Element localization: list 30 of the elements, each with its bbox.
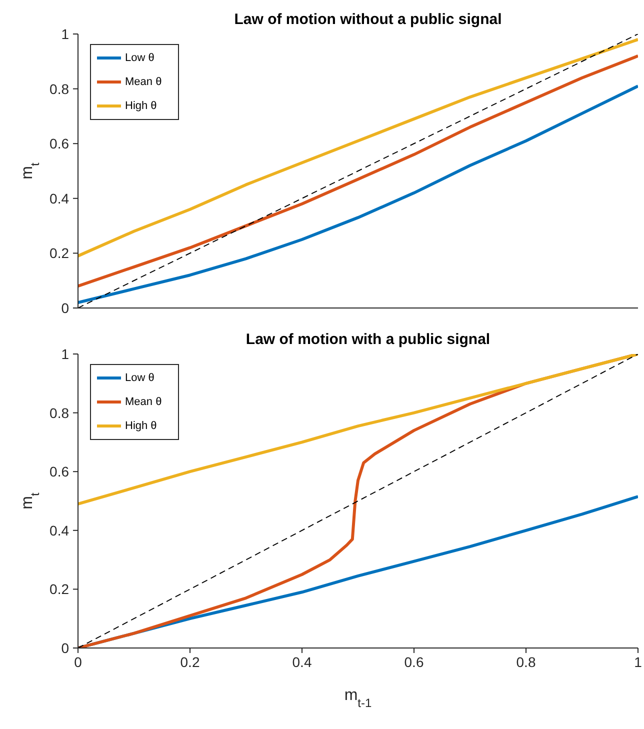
y-tick-label: 0.8 [50, 80, 70, 97]
line-series [78, 354, 638, 506]
y-tick-label: 0.6 [50, 136, 70, 152]
y-tick-label: 1 [61, 346, 70, 362]
legend-label: High θ [125, 100, 157, 112]
x-tick-label: 0.6 [404, 654, 424, 670]
legend-label: Low θ [125, 52, 154, 64]
x-axis-title: m$_{t-1}$ [344, 687, 372, 710]
y-tick-label: 0.2 [50, 245, 70, 262]
x-tick-label: 1 [634, 654, 642, 670]
y-tick-label: 1 [61, 26, 70, 42]
x-tick-label: 0.8 [516, 654, 536, 670]
y-tick-label: 0.6 [50, 464, 70, 480]
y-tick-label: 0 [61, 640, 70, 656]
chart-title: Law of motion with a public signal [246, 331, 490, 348]
x-tick-label: 0 [74, 654, 82, 670]
x-tick-label: 0.2 [180, 654, 200, 670]
legend-label: Mean θ [125, 76, 162, 88]
line-series [78, 84, 638, 304]
y-tick-label: 0 [61, 300, 70, 316]
line-series [78, 38, 638, 258]
y-tick-label: 0.2 [50, 581, 70, 598]
legend-label: Low θ [125, 372, 154, 384]
x-tick-label: 0.4 [292, 654, 312, 670]
chart-title: Law of motion without a public signal [234, 11, 502, 28]
legend-label: High θ [125, 420, 157, 432]
y-tick-label: 0.4 [50, 522, 70, 538]
legend-label: Mean θ [125, 396, 162, 408]
y-tick-label: 0.8 [50, 404, 70, 421]
y-tick-label: 0.4 [50, 190, 70, 206]
